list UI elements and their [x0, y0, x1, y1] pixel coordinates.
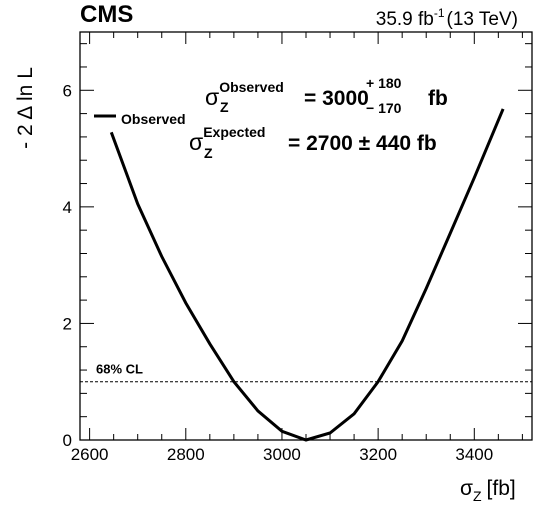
observed-annotation: σObserved [205, 79, 284, 110]
observed-value: = 3000 [304, 87, 369, 110]
x-axis-title: σZ [fb] [460, 477, 516, 504]
axis-tick-labels: 2600 2800 3000 3200 3400 0 2 4 6 [63, 81, 494, 464]
y-tick-label: 4 [63, 198, 72, 217]
expected-value: = 2700 ± 440 fb [288, 132, 437, 155]
y-tick-label: 6 [63, 81, 72, 100]
expected-sub: Z [204, 145, 213, 161]
y-tick-label: 0 [63, 431, 72, 450]
y-axis-title: - 2 Δ ln L [14, 67, 37, 149]
axis-ticks [80, 32, 532, 441]
x-tick-label: 3400 [455, 445, 493, 464]
experiment-label: CMS [80, 1, 133, 28]
cl-68-label: 68% CL [96, 362, 143, 377]
observed-unit: fb [428, 87, 448, 110]
observed-err-up: + 180 [366, 75, 402, 91]
expected-annotation: σExpected [189, 124, 265, 155]
y-tick-label: 2 [63, 314, 72, 333]
x-tick-label: 2800 [167, 445, 205, 464]
legend-observed-label: Observed [121, 111, 186, 127]
x-tick-label: 3000 [263, 445, 301, 464]
x-tick-label: 2600 [71, 445, 109, 464]
x-tick-label: 3200 [359, 445, 397, 464]
lumi-label: 35.9 fb-1 (13 TeV) [376, 6, 518, 30]
series-observed-line [109, 108, 505, 442]
observed-sub: Z [220, 99, 229, 115]
observed-err-down: − 170 [366, 100, 402, 116]
